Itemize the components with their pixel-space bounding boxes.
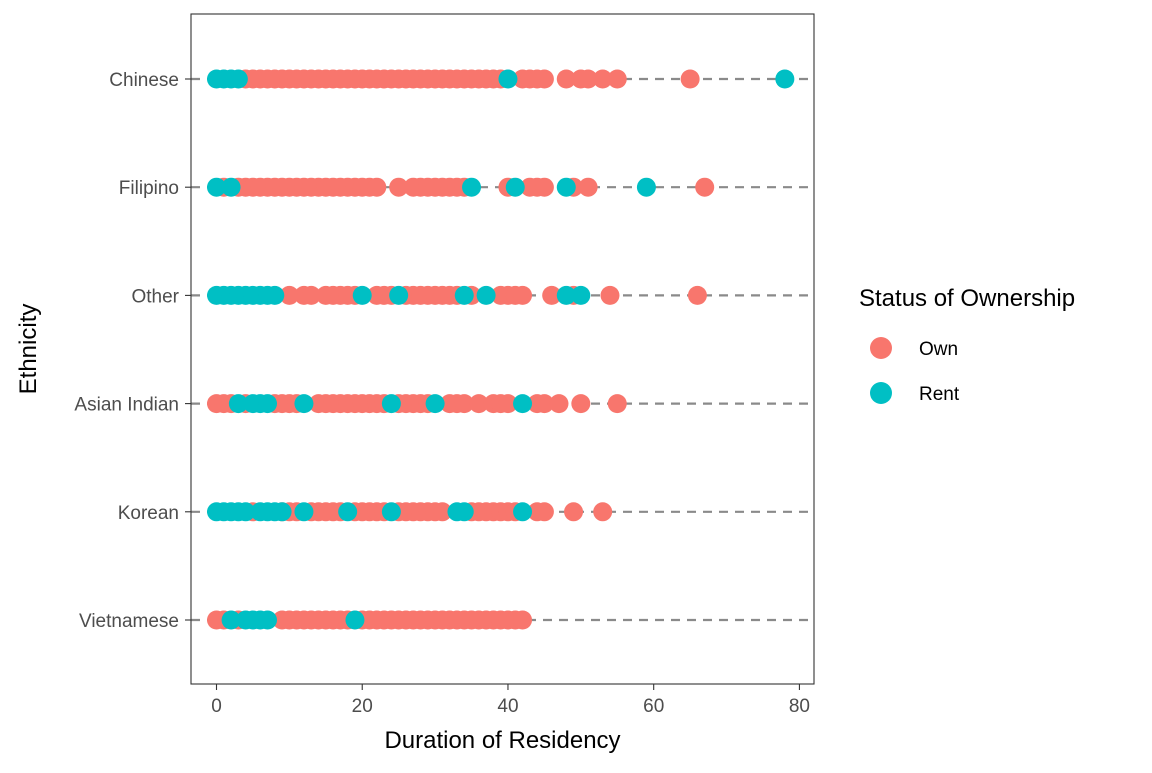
y-tick-label: Vietnamese (79, 611, 179, 632)
x-tick-label: 40 (497, 696, 518, 717)
data-point-rent (775, 69, 795, 89)
data-point-own (534, 177, 554, 197)
data-point-own (549, 394, 569, 414)
legend-label-own: Own (919, 339, 958, 360)
x-axis: 0 20 40 60 80 (211, 684, 810, 717)
data-point-rent (228, 69, 248, 89)
y-tick-label: Korean (118, 503, 179, 524)
y-tick-label: Chinese (109, 70, 179, 91)
data-point-own (607, 69, 627, 89)
data-point-rent (498, 69, 518, 89)
legend-label-rent: Rent (919, 384, 960, 405)
data-point-rent (352, 285, 372, 305)
data-point-own (498, 394, 518, 414)
data-point-own (534, 69, 554, 89)
data-point-own (600, 285, 620, 305)
data-point-own (534, 502, 554, 522)
data-point-own (593, 502, 613, 522)
data-point-own (279, 285, 299, 305)
data-point-rent (221, 610, 241, 630)
data-point-rent (462, 177, 482, 197)
data-point-rent (221, 177, 241, 197)
data-point-own (301, 285, 321, 305)
data-point-own (454, 394, 474, 414)
data-point-rent (294, 394, 314, 414)
legend-key-rent (870, 382, 892, 404)
data-point-rent (236, 502, 256, 522)
data-points (207, 69, 795, 630)
data-point-own (542, 285, 562, 305)
x-tick-label: 60 (643, 696, 664, 717)
data-point-rent (381, 394, 401, 414)
y-axis: Chinese Filipino Other Asian Indian Korean Vi… (74, 70, 191, 632)
x-tick-label: 80 (789, 696, 810, 717)
x-axis-title: Duration of Residency (384, 727, 620, 754)
y-tick-label: Asian Indian (74, 395, 179, 416)
data-point-rent (294, 502, 314, 522)
data-point-rent (389, 285, 409, 305)
data-point-own (695, 177, 715, 197)
data-point-own (607, 394, 627, 414)
data-point-rent (345, 610, 365, 630)
plot-panel-border (190, 13, 815, 685)
data-point-rent (258, 394, 278, 414)
y-tick-label: Other (131, 286, 179, 307)
y-tick-label: Filipino (119, 178, 179, 199)
legend-key-own (870, 337, 892, 359)
data-point-own (432, 502, 452, 522)
data-point-own (571, 394, 591, 414)
data-point-rent (513, 502, 533, 522)
data-point-rent (258, 610, 278, 630)
data-point-own (556, 69, 576, 89)
data-point-rent (513, 394, 533, 414)
data-point-own (534, 394, 554, 414)
data-point-rent (338, 502, 358, 522)
data-point-rent (381, 502, 401, 522)
legend-title: Status of Ownership (859, 285, 1075, 312)
data-point-rent (425, 394, 445, 414)
data-point-own (389, 177, 409, 197)
y-axis-title: Ethnicity (15, 304, 42, 395)
data-point-rent (636, 177, 656, 197)
data-point-rent (505, 177, 525, 197)
data-point-own (564, 502, 584, 522)
data-point-own (680, 69, 700, 89)
data-point-rent (228, 394, 248, 414)
data-point-rent (272, 502, 292, 522)
data-point-own (367, 177, 387, 197)
data-point-rent (207, 177, 226, 197)
data-point-rent (571, 285, 591, 305)
data-point-own (593, 69, 613, 89)
data-point-rent (556, 285, 576, 305)
data-point-own (513, 285, 533, 305)
reference-lines (191, 77, 814, 622)
data-point-rent (454, 502, 474, 522)
data-point-rent (265, 285, 285, 305)
x-tick-label: 0 (211, 696, 222, 717)
data-point-own (687, 285, 707, 305)
data-point-rent (556, 177, 576, 197)
data-point-own (578, 177, 598, 197)
data-point-rent (454, 285, 474, 305)
x-tick-label: 20 (352, 696, 373, 717)
data-point-rent (476, 285, 496, 305)
data-point-own (469, 394, 489, 414)
legend: Status of Ownership Own Rent (859, 285, 1075, 405)
data-point-own (578, 69, 598, 89)
data-point-own (513, 610, 533, 630)
